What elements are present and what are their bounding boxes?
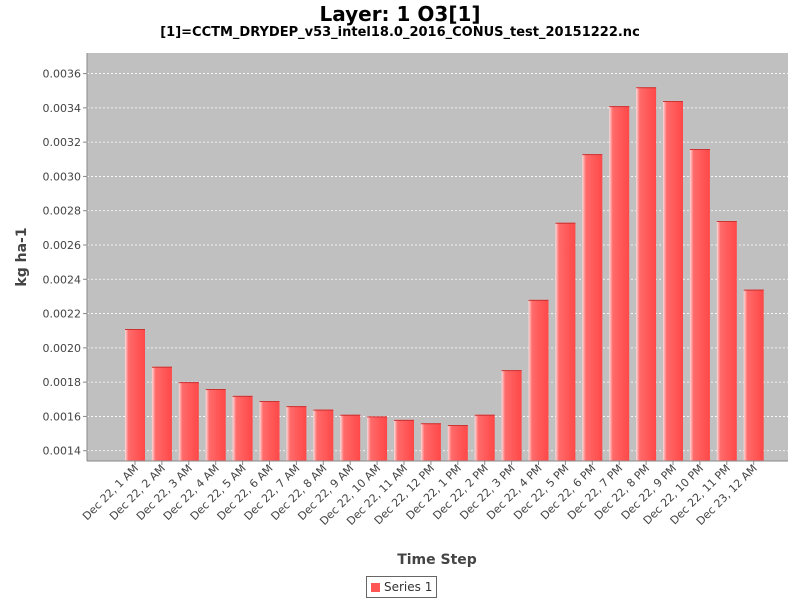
bar-fill [582, 154, 603, 461]
y-tick-label: 0.0036 [43, 68, 82, 81]
bar-fill [716, 221, 737, 461]
bar-fill [555, 222, 576, 461]
bar [582, 154, 603, 461]
bar [716, 221, 737, 461]
y-tick-label: 0.0028 [43, 205, 82, 218]
bar-fill [313, 409, 334, 461]
bar-fill [151, 366, 172, 461]
bar-fill [286, 406, 307, 461]
y-tick-label: 0.0034 [43, 102, 82, 115]
chart-title: Layer: 1 O3[1] [319, 2, 481, 26]
bar [528, 299, 549, 461]
bar-fill [367, 416, 388, 461]
bar-fill [340, 414, 361, 461]
bar [394, 419, 414, 461]
bar-fill [205, 389, 226, 461]
bar [340, 414, 361, 461]
bar [689, 149, 710, 461]
bar-fill [501, 370, 522, 461]
bar [555, 222, 576, 461]
bar-fill [743, 289, 764, 461]
bar [447, 425, 468, 461]
y-tick-label: 0.0018 [43, 376, 82, 389]
y-tick-label: 0.0032 [43, 136, 82, 149]
legend-label: Series 1 [384, 580, 433, 594]
y-tick-label: 0.0024 [43, 273, 82, 286]
bar [259, 401, 280, 461]
y-ticks: 0.0014 0.0016 0.0018 0.0020 0.0022 0.0024 0.00… [43, 68, 87, 458]
bar-fill [125, 329, 145, 461]
bar [420, 423, 441, 461]
legend: Series 1 [366, 576, 438, 598]
y-tick-label: 0.0016 [43, 410, 82, 423]
bar-fill [178, 382, 199, 461]
y-tick-label: 0.0030 [43, 170, 82, 183]
bar [367, 416, 388, 461]
bar [663, 101, 683, 461]
bars-group [125, 87, 764, 462]
y-tick-label: 0.0026 [43, 239, 82, 252]
bar-fill [447, 425, 468, 461]
bar-fill [528, 299, 549, 461]
bar-fill [663, 101, 683, 461]
legend-swatch [371, 582, 380, 592]
y-tick-label: 0.0020 [43, 342, 82, 355]
bar [501, 370, 522, 461]
bar [205, 389, 226, 461]
y-tick-label: 0.0014 [43, 445, 82, 458]
bar-fill [636, 87, 657, 462]
bar-fill [420, 423, 441, 461]
bar [125, 329, 145, 461]
bar [232, 395, 253, 461]
bar [151, 366, 172, 461]
chart-subtitle: [1]=CCTM_DRYDEP_v53_intel18.0_2016_CONUS… [160, 25, 640, 40]
bar-fill [232, 395, 253, 461]
bar [178, 382, 199, 461]
bar-fill [259, 401, 280, 461]
bar-fill [474, 414, 495, 461]
bar-fill [609, 106, 630, 462]
bar [636, 87, 657, 462]
bar [286, 406, 307, 461]
x-axis-label: Time Step [397, 552, 477, 568]
bar [474, 414, 495, 461]
y-axis-label: kg ha-1 [14, 227, 30, 286]
bar [609, 106, 630, 462]
bar-fill [394, 419, 414, 461]
bar [313, 409, 334, 461]
y-tick-label: 0.0022 [43, 308, 82, 321]
bar-fill [689, 149, 710, 461]
bar [743, 289, 764, 461]
